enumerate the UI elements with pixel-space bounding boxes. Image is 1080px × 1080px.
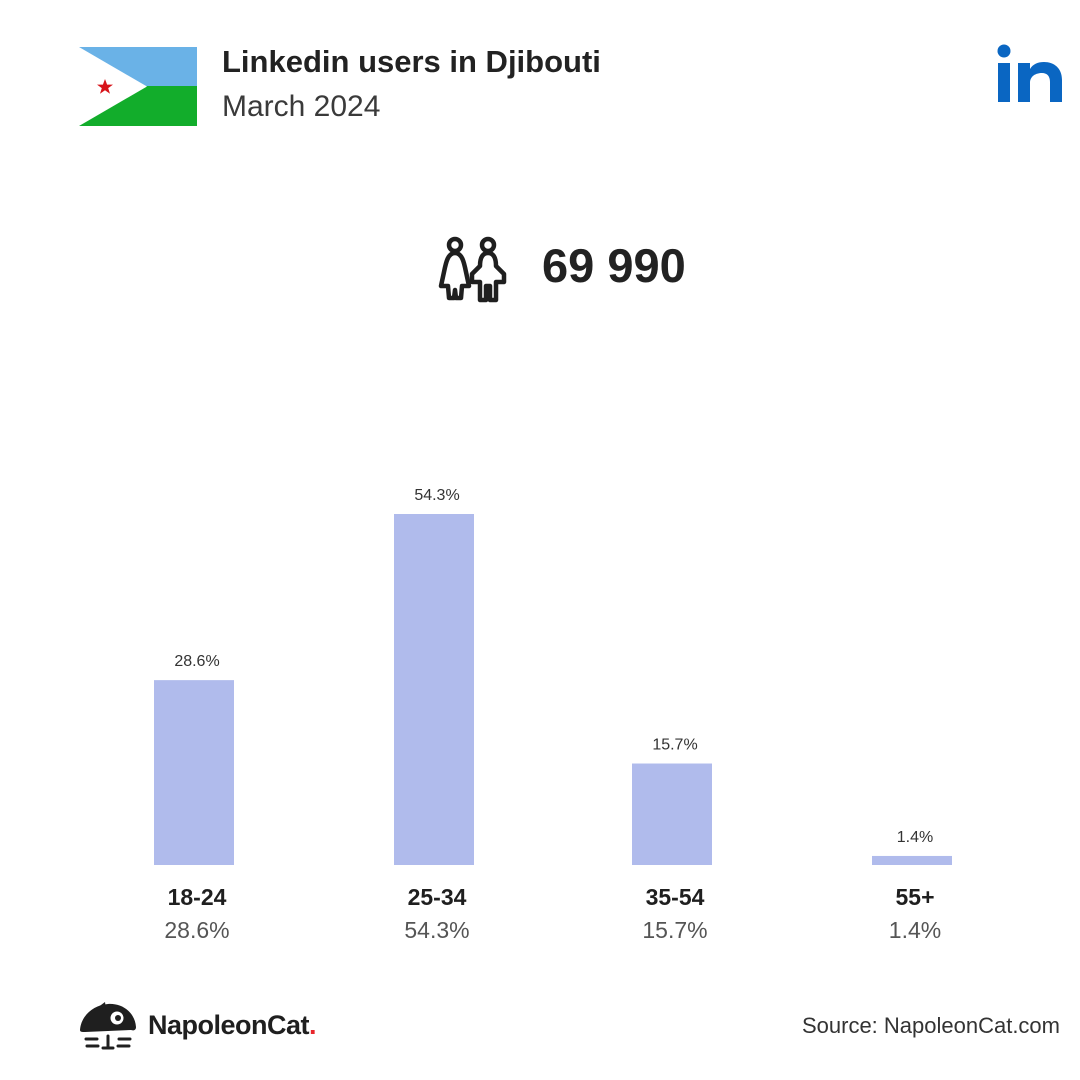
category-label: 35-54	[646, 884, 705, 910]
bar-value-label: 15.7%	[652, 737, 697, 754]
bar-55+	[872, 855, 952, 865]
age-distribution-chart: 28.6% 18-24 28.6% 54.3% 25-34 54.3% 15.7% 35-54…	[154, 487, 952, 943]
brand-dot: .	[309, 1010, 317, 1040]
category-percent-label: 28.6%	[164, 917, 229, 943]
brand-name-text: NapoleonCat	[148, 1010, 310, 1040]
bar-35-54	[632, 763, 712, 865]
category-percent-label: 1.4%	[889, 917, 941, 943]
bar-value-label: 54.3%	[414, 487, 459, 504]
bar-value-label: 1.4%	[897, 829, 933, 846]
category-percent-label: 54.3%	[404, 917, 469, 943]
category-label: 55+	[895, 884, 934, 910]
bar-value-label: 28.6%	[174, 653, 219, 670]
brand-name: NapoleonCat.	[148, 1010, 317, 1041]
napoleoncat-logo-icon	[80, 1002, 136, 1050]
bar-18-24	[154, 680, 234, 865]
total-users-value: 69 990	[542, 239, 686, 292]
linkedin-logo-icon	[997, 44, 1062, 102]
page-subtitle: March 2024	[222, 90, 381, 123]
bar-25-34	[394, 514, 474, 865]
category-percent-label: 15.7%	[642, 917, 707, 943]
category-label: 18-24	[168, 884, 227, 910]
source-text: Source: NapoleonCat.com	[801, 1013, 1060, 1038]
category-label: 25-34	[408, 884, 467, 910]
users-icon	[438, 236, 507, 303]
djibouti-flag-icon	[79, 47, 197, 126]
page-title: Linkedin users in Djibouti	[222, 44, 601, 79]
